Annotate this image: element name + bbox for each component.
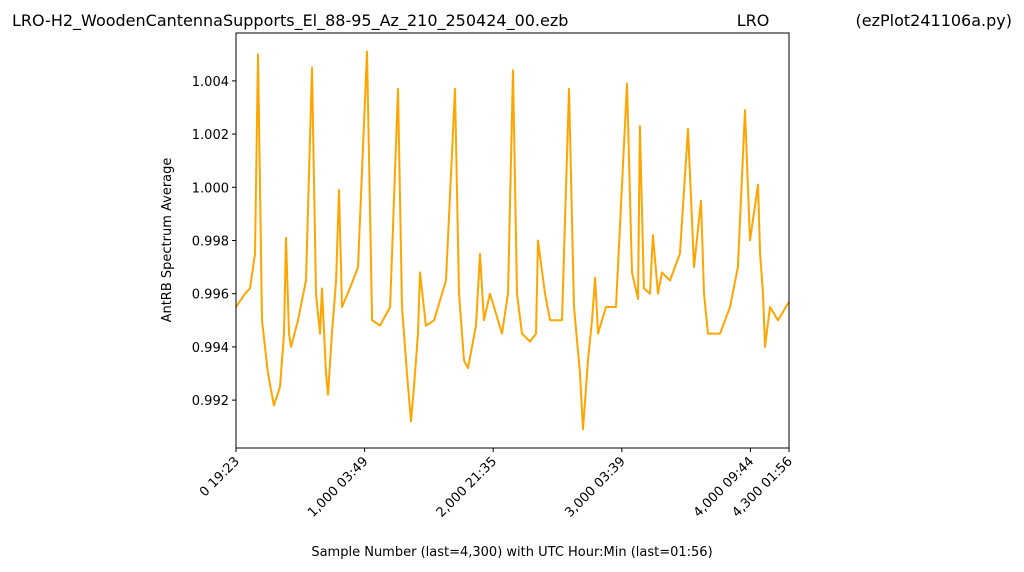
y-tick-label: 1.004 xyxy=(192,75,229,90)
y-tick-label: 0.996 xyxy=(192,288,229,303)
x-tick-label: 0 19:23 xyxy=(197,454,243,500)
y-tick-label: 1.000 xyxy=(192,181,229,196)
y-tick-label: 0.998 xyxy=(192,235,229,250)
y-tick-label: 0.992 xyxy=(192,394,229,409)
plot-frame xyxy=(235,32,790,449)
source-label: (ezPlot241106a.py) xyxy=(856,11,1012,30)
site-label: LRO xyxy=(737,11,770,30)
x-tick-label: 2,000 21:35 xyxy=(434,454,500,520)
x-axis-label: Sample Number (last=4,300) with UTC Hour… xyxy=(311,545,712,560)
y-tick-label: 1.002 xyxy=(192,128,229,143)
y-axis-label: AntRB Spectrum Average xyxy=(160,158,175,323)
y-tick-label: 0.994 xyxy=(192,341,229,356)
data-line xyxy=(235,50,790,431)
chart-title: LRO-H2_WoodenCantennaSupports_El_88-95_A… xyxy=(12,11,568,31)
x-tick-label: 1,000 03:49 xyxy=(305,454,371,520)
x-tick-label: 3,000 03:39 xyxy=(562,454,628,520)
